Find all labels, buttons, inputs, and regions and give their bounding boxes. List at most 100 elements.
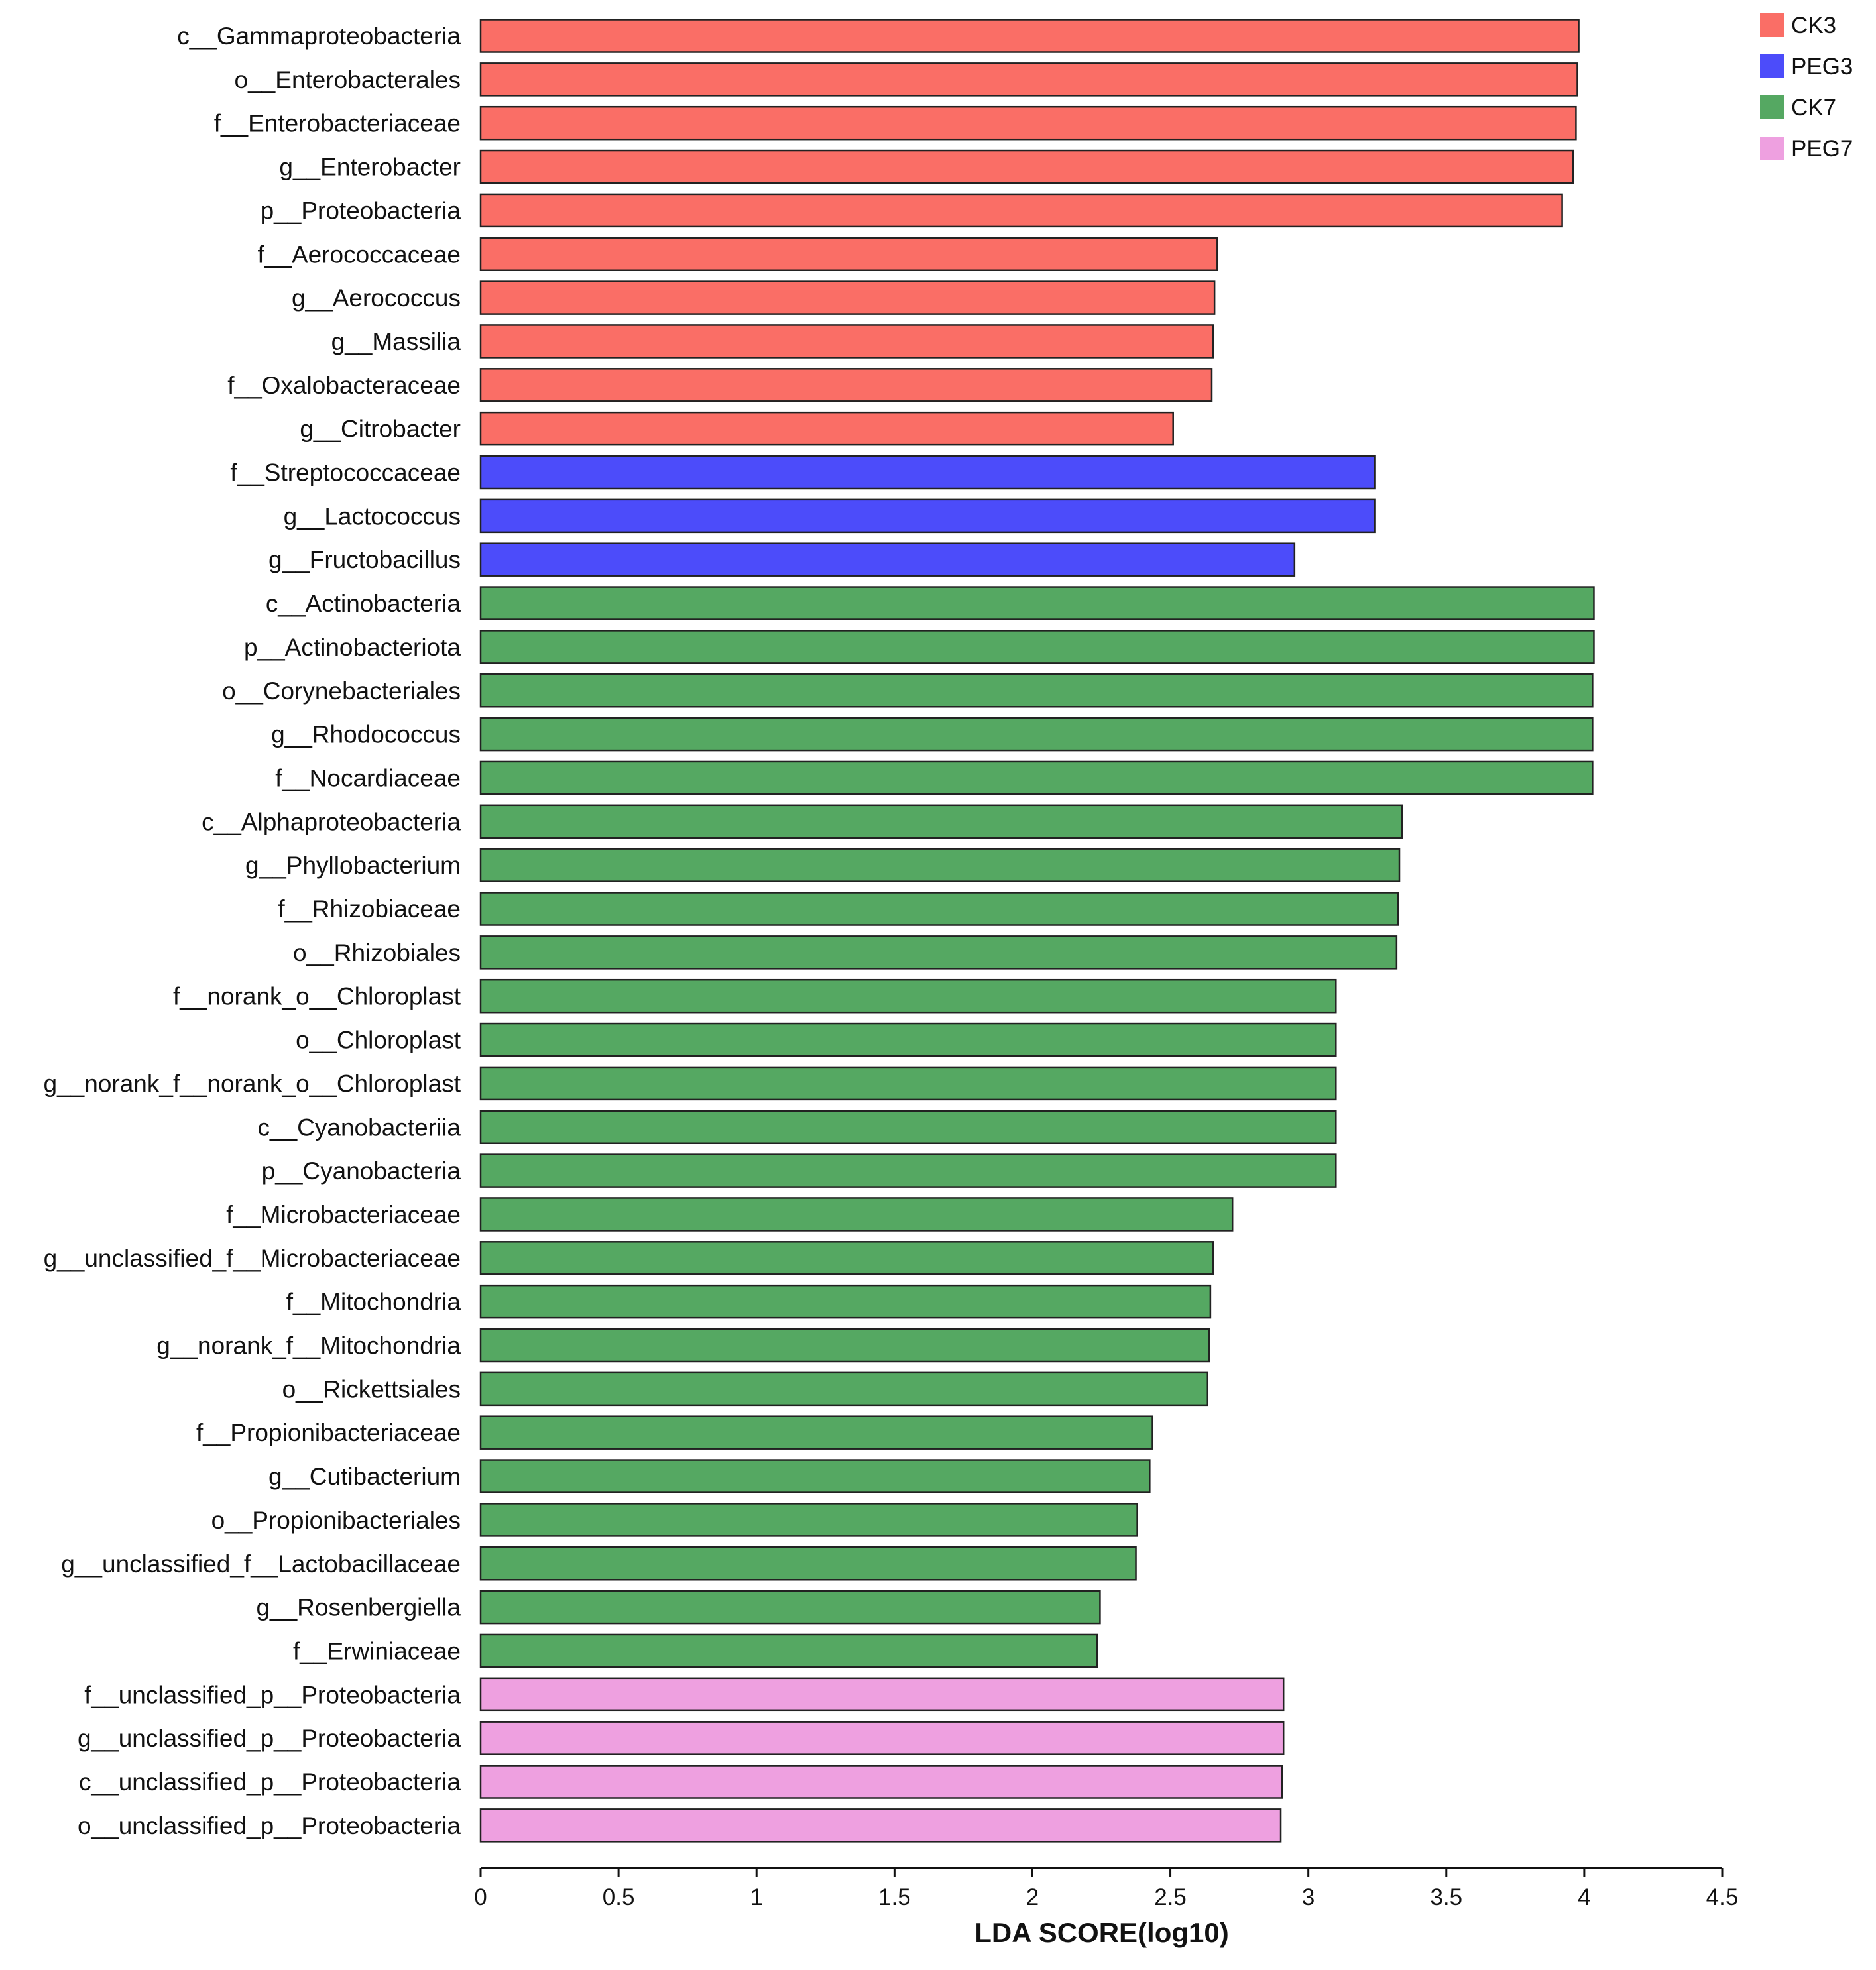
bar-f-enterobacteriaceae	[479, 105, 1577, 141]
legend-label-ck3: CK3	[1791, 13, 1836, 38]
legend-label-peg3: PEG3	[1791, 54, 1853, 80]
bar-f-oxalobacteraceae	[479, 368, 1213, 402]
category-label: g__unclassified_f__Lactobacillaceae	[61, 1550, 461, 1578]
category-label: g__Phyllobacterium	[245, 852, 461, 879]
category-label: c__unclassified_p__Proteobacteria	[79, 1768, 461, 1796]
bar-f-norank-o-chloroplast	[479, 978, 1337, 1014]
category-label: o__Rhizobiales	[293, 939, 461, 966]
x-tick-label: 1.5	[878, 1884, 911, 1910]
category-labels: c__Gammaproteobacteria o__Enterobacterale…	[44, 23, 461, 1839]
bar-o-enterobacterales	[479, 62, 1578, 97]
legend-label-peg7: PEG7	[1791, 136, 1853, 162]
category-label: g__Cutibacterium	[268, 1463, 461, 1490]
bar-g-fructobacillus	[479, 542, 1296, 577]
category-label: g__Massilia	[331, 328, 461, 355]
bar-c-actinobacteria	[479, 586, 1595, 620]
bar-f-nocardiaceae	[479, 760, 1594, 795]
category-label: p__Cyanobacteria	[262, 1157, 461, 1185]
bar-g-massilia	[479, 324, 1214, 359]
legend: CK3 PEG3 CK7 PEG7	[1760, 13, 1853, 162]
bar-g-rosenbergiella	[479, 1590, 1101, 1625]
category-label: o__Chloroplast	[296, 1027, 461, 1054]
bar-p-proteobacteria	[479, 193, 1563, 228]
category-label: f__Streptococcaceae	[230, 459, 461, 487]
category-label: o__Rickettsiales	[282, 1375, 461, 1403]
legend-swatch-ck7	[1760, 95, 1784, 119]
category-label: g__Lactococcus	[284, 502, 461, 530]
category-label: g__Citrobacter	[300, 416, 461, 443]
category-label: g__unclassified_f__Microbacteriaceae	[44, 1245, 461, 1272]
category-label: p__Actinobacteriota	[244, 634, 461, 661]
x-tick-label: 3.5	[1430, 1884, 1462, 1910]
bar-g-phyllobacterium	[479, 848, 1401, 882]
x-axis: 0 0.5 1 1.5 2 2.5 3 3.5 4 4.5	[474, 1867, 1738, 1910]
category-label: o__Propionibacteriales	[211, 1507, 461, 1534]
category-label: c__Gammaproteobacteria	[177, 23, 461, 50]
legend-swatch-peg3	[1760, 54, 1784, 78]
bar-g-rhodococcus	[479, 717, 1594, 752]
category-label: f__Rhizobiaceae	[278, 896, 461, 923]
bar-f-aerococcaceae	[479, 237, 1218, 271]
category-label: f__Oxalobacteraceae	[227, 372, 461, 399]
category-label: o__Corynebacteriales	[222, 677, 461, 705]
bar-o-rhizobiales	[479, 935, 1398, 970]
category-label: o__unclassified_p__Proteobacteria	[78, 1812, 461, 1839]
bar-c-gammaproteobacteria	[479, 19, 1580, 53]
bar-f-propionibacteriaceae	[479, 1415, 1153, 1450]
category-label: c__Cyanobacteriia	[258, 1114, 461, 1141]
bar-o-corynebacteriales	[479, 673, 1594, 708]
bar-o-propionibacteriales	[479, 1503, 1138, 1537]
bar-g-lactococcus	[479, 498, 1376, 534]
bar-p-cyanobacteria	[479, 1153, 1337, 1188]
bar-g-norank-f-norank-o-chloroplast	[479, 1066, 1337, 1101]
bar-f-microbacteriaceae	[479, 1197, 1234, 1232]
x-tick-label: 2.5	[1154, 1884, 1187, 1910]
bar-c-cyanobacteriia	[479, 1110, 1337, 1144]
category-label: g__unclassified_p__Proteobacteria	[78, 1725, 461, 1752]
x-tick-label: 2	[1026, 1884, 1039, 1910]
category-label: f__Erwiniaceae	[293, 1637, 461, 1664]
bar-g-enterobacter	[479, 149, 1574, 184]
category-label: f__Enterobacteriaceae	[214, 110, 461, 137]
bar-g-unclassified-f-lactobacillaceae	[479, 1546, 1137, 1581]
bar-f-unclassified-p-proteobacteria	[479, 1677, 1285, 1712]
legend-swatch-ck3	[1760, 13, 1784, 37]
category-label: f__Nocardiaceae	[275, 764, 461, 791]
legend-label-ck7: CK7	[1791, 95, 1836, 121]
bar-o-chloroplast	[479, 1022, 1337, 1057]
x-tick-label: 0.5	[603, 1884, 635, 1910]
bar-c-alphaproteobacteria	[479, 804, 1403, 839]
bar-o-unclassified-p-proteobacteria	[479, 1808, 1282, 1843]
category-label: o__Enterobacterales	[235, 66, 461, 93]
bar-f-mitochondria	[479, 1284, 1212, 1319]
bar-g-unclassified-p-proteobacteria	[479, 1721, 1285, 1755]
category-label: p__Proteobacteria	[261, 197, 461, 224]
category-label: g__Aerococcus	[292, 284, 461, 312]
category-label: f__Microbacteriaceae	[226, 1201, 461, 1228]
legend-swatch-peg7	[1760, 137, 1784, 160]
x-tick-label: 4	[1578, 1884, 1590, 1910]
bar-p-actinobacteriota	[479, 630, 1595, 664]
category-label: g__norank_f__Mitochondria	[156, 1332, 461, 1360]
category-label: g__norank_f__norank_o__Chloroplast	[44, 1070, 461, 1097]
category-label: f__norank_o__Chloroplast	[173, 983, 461, 1010]
category-label: f__Propionibacteriaceae	[196, 1419, 461, 1446]
x-tick-label: 1	[750, 1884, 762, 1910]
category-label: g__Rosenbergiella	[256, 1594, 461, 1621]
category-label: g__Rhodococcus	[271, 721, 461, 748]
bar-g-citrobacter	[479, 411, 1174, 446]
x-tick-label: 0	[474, 1884, 487, 1910]
category-label: f__unclassified_p__Proteobacteria	[84, 1681, 461, 1708]
x-axis-title: LDA SCORE(log10)	[974, 1917, 1228, 1948]
category-label: g__Fructobacillus	[268, 546, 461, 573]
bar-g-aerococcus	[479, 280, 1216, 315]
category-label: c__Actinobacteria	[266, 590, 461, 617]
bar-g-cutibacterium	[479, 1459, 1151, 1493]
bar-f-erwiniaceae	[479, 1633, 1098, 1668]
category-label: f__Mitochondria	[286, 1289, 461, 1316]
bar-f-streptococcaceae	[479, 455, 1376, 490]
x-tick-label: 3	[1302, 1884, 1315, 1910]
category-label: c__Alphaproteobacteria	[202, 808, 461, 835]
bars-layer	[479, 19, 1595, 1843]
